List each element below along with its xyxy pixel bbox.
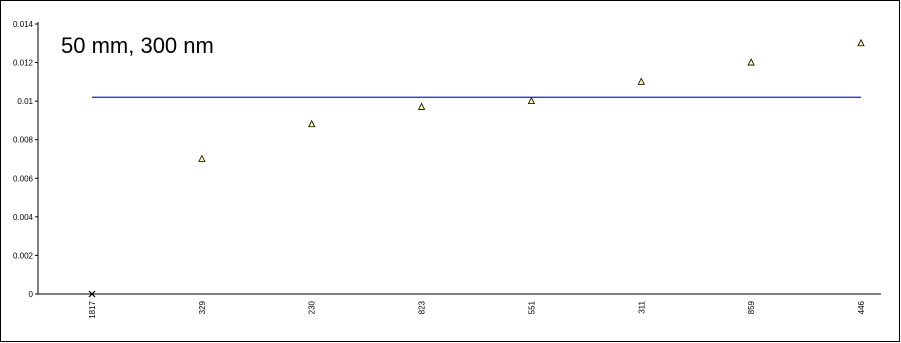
y-tick-label: 0.006 bbox=[13, 174, 34, 183]
data-point bbox=[198, 154, 206, 162]
y-tick-label: 0 bbox=[29, 290, 34, 299]
x-axis: 1817 329 230 823 551 311 859 446 bbox=[38, 293, 881, 319]
y-tick-label: 0.01 bbox=[17, 97, 33, 106]
y-axis: 0 0.002 0.004 0.006 0.008 0.01 0.012 0.014 bbox=[13, 20, 39, 299]
x-tick-label: 859 bbox=[747, 300, 756, 314]
x-tick-label: 823 bbox=[418, 300, 427, 314]
y-tick-label: 0.008 bbox=[13, 136, 34, 145]
x-tick-label: 230 bbox=[308, 300, 317, 314]
data-point bbox=[527, 96, 536, 105]
data-point bbox=[857, 38, 865, 47]
x-tick-label: 446 bbox=[857, 300, 866, 314]
chart-title: 50 mm, 300 nm bbox=[61, 33, 214, 58]
y-tick-label: 0.014 bbox=[13, 20, 34, 29]
x-tick-label: 311 bbox=[637, 300, 646, 313]
y-tick-label: 0.002 bbox=[13, 251, 34, 260]
y-tick-label: 0.012 bbox=[13, 59, 34, 68]
data-point bbox=[747, 58, 755, 66]
y-tick-label: 0.004 bbox=[13, 213, 34, 222]
data-point-x bbox=[88, 290, 96, 298]
x-tick-label: 551 bbox=[527, 300, 536, 314]
data-point bbox=[637, 77, 645, 85]
x-tick-label: 329 bbox=[198, 300, 207, 314]
plot-area bbox=[88, 38, 865, 298]
data-point bbox=[308, 119, 316, 128]
data-point bbox=[417, 102, 426, 110]
x-tick-label: 1817 bbox=[88, 300, 97, 318]
